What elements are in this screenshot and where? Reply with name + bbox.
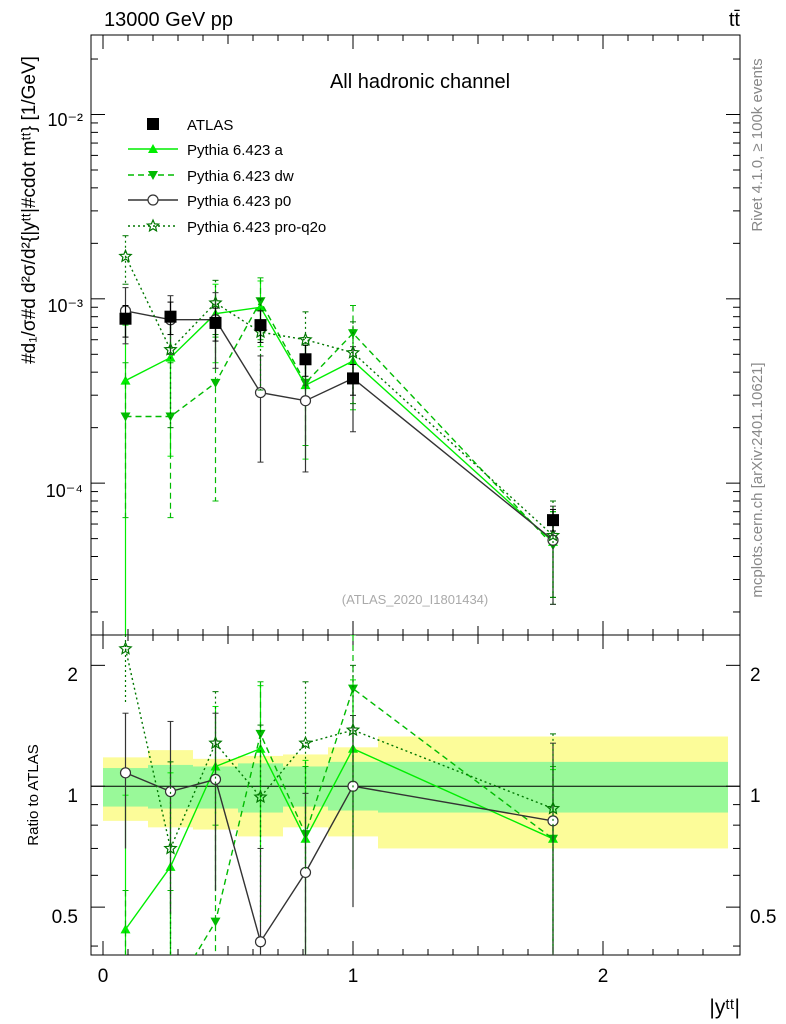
- point-atlas: [164, 310, 177, 323]
- ratio-point-p0: [164, 785, 177, 798]
- ratio-point-p0: [299, 866, 312, 879]
- point-proq2o: [118, 248, 133, 263]
- point-a: [120, 375, 131, 385]
- top-axes: [91, 35, 740, 635]
- ratio-tick-label-2-left: 2: [67, 665, 78, 686]
- point-dw: [210, 378, 221, 388]
- point-dw: [120, 412, 131, 422]
- top-series: [118, 235, 561, 635]
- ratio-band-layer: [91, 736, 740, 849]
- ratio-point-p0: [119, 767, 132, 779]
- point-atlas: [299, 353, 312, 366]
- x-tick-label-2: 2: [598, 966, 609, 987]
- x-axis-title: |yᵗᵗ|: [709, 996, 740, 1019]
- ratio-point-p0: [209, 773, 222, 785]
- line-dw: [125, 299, 554, 546]
- rivet-label: Rivet 4.1.0, ≥ 100k events: [749, 58, 766, 231]
- point-p0: [299, 395, 312, 407]
- point-proq2o: [298, 332, 313, 346]
- line-p0: [125, 310, 554, 541]
- ratio-point-dw: [348, 684, 358, 694]
- point-proq2o: [345, 345, 361, 359]
- legend: ATLAS Pythia 6.423 a Pythia 6.423 dw Pyt…: [128, 117, 326, 236]
- point-proq2o: [163, 342, 178, 356]
- y-tick-label-1e-3: 10⁻³: [47, 296, 83, 316]
- ratio-tick-label-2-right: 2: [750, 665, 761, 686]
- ratio-point-p0: [254, 936, 267, 948]
- y-tick-label-1e-2: 10⁻²: [47, 110, 83, 130]
- ratio-tick-label-1-right: 1: [750, 786, 761, 807]
- line-a: [125, 306, 554, 543]
- legend-label-dw: Pythia 6.423 dw: [187, 168, 294, 185]
- x-tick-label-0: 0: [98, 966, 109, 987]
- ratio-point-proq2o: [345, 722, 361, 737]
- legend-marker-p0: [147, 194, 159, 206]
- analysis-watermark: (ATLAS_2020_I1801434): [342, 592, 488, 607]
- ratio-axes: [91, 635, 740, 955]
- mcplots-label: mcplots.cern.ch [arXiv:2401.10621]: [749, 362, 766, 597]
- legend-label-a: Pythia 6.423 a: [187, 142, 284, 159]
- ratio-point-proq2o: [298, 735, 313, 750]
- legend-label-p0: Pythia 6.423 p0: [187, 193, 291, 210]
- ratio-panel-frame: [90, 634, 741, 956]
- legend-marker-dw: [148, 171, 158, 180]
- ratio-tick-label-0.5-left: 0.5: [52, 907, 78, 928]
- ratio-point-proq2o: [253, 789, 268, 804]
- legend-label-atlas: ATLAS: [187, 117, 233, 134]
- legend-marker-a: [148, 144, 158, 153]
- point-proq2o: [545, 527, 561, 542]
- ratio-point-proq2o: [163, 840, 178, 855]
- legend-marker-proq2o: [145, 218, 161, 233]
- legend-marker-atlas: [147, 118, 159, 130]
- legend-label-proq2o: Pythia 6.423 pro-q2o: [187, 219, 326, 236]
- panel-title: All hadronic channel: [330, 71, 510, 93]
- point-a: [255, 302, 266, 312]
- line-proq2o: [124, 255, 554, 537]
- ratio-y-axis-title: Ratio to ATLAS: [25, 744, 42, 845]
- ratio-point-a: [255, 743, 266, 753]
- point-atlas: [209, 316, 222, 329]
- top-y-axis-title: #d₁/σ#d d²σ/d²{|yᵗᵗ|#cdot mᵗᵗ} [1/GeV]: [19, 56, 40, 364]
- point-atlas: [119, 312, 132, 325]
- ratio-tick-label-1-left: 1: [67, 786, 78, 807]
- header-process: tt̄: [729, 9, 741, 31]
- ratio-point-dw: [255, 729, 266, 739]
- x-tick-label-1: 1: [348, 966, 359, 987]
- header-energy: 13000 GeV pp: [104, 9, 233, 31]
- point-dw: [255, 297, 266, 307]
- y-tick-label-1e-4: 10⁻⁴: [46, 481, 83, 501]
- point-atlas: [347, 372, 359, 385]
- ratio-tick-label-0.5-right: 0.5: [750, 907, 776, 928]
- ratio-point-proq2o: [118, 641, 133, 655]
- ratio-point-proq2o: [208, 735, 223, 750]
- point-atlas: [254, 319, 267, 332]
- ratio-series: [118, 635, 561, 955]
- point-proq2o: [208, 295, 223, 310]
- point-atlas: [547, 514, 559, 527]
- ratio-point-dw: [210, 917, 221, 927]
- ratio-point-a: [120, 924, 131, 934]
- ratio-point-proq2o: [545, 800, 561, 815]
